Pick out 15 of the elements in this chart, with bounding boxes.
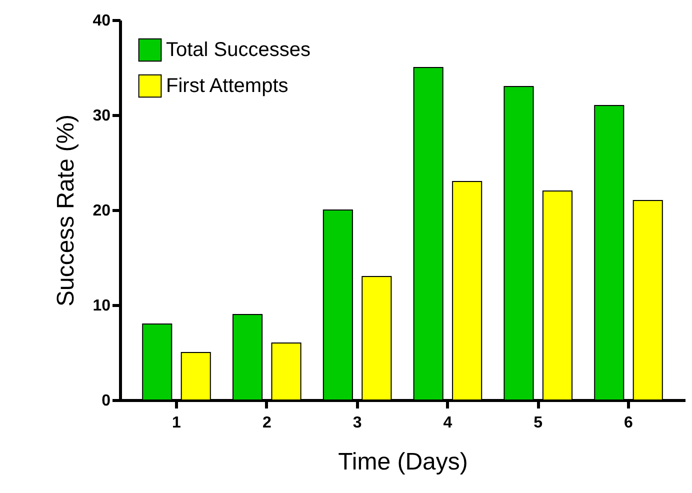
x-tick-label: 4 [443, 414, 452, 432]
legend-label: Total Successes [166, 39, 311, 61]
x-tick-label: 1 [172, 414, 182, 432]
y-tick-label: 10 [92, 298, 111, 314]
x-tick-label: 5 [534, 414, 543, 432]
y-tick-label: 30 [92, 108, 111, 124]
y-axis-title: Success Rate (%) [52, 114, 80, 307]
y-tick-label: 20 [92, 202, 111, 220]
x-tick-label: 6 [624, 414, 634, 432]
x-axis-title: Time (Days) [338, 448, 468, 476]
x-tick-label: 3 [352, 414, 362, 432]
y-tick-label: 0 [102, 392, 111, 410]
legend-label: First Attempts [166, 75, 288, 97]
x-tick-label: 2 [262, 414, 272, 432]
y-tick-label: 40 [92, 12, 111, 30]
